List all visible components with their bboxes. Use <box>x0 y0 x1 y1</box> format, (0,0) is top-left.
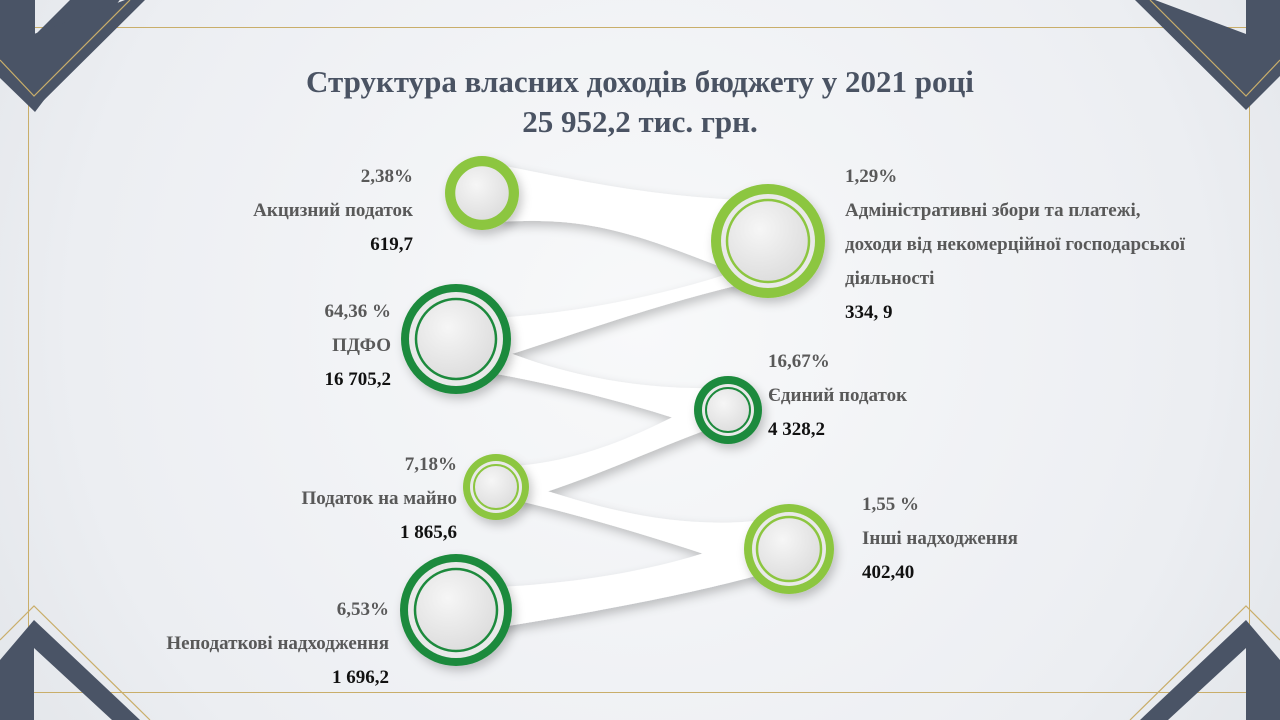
gold-frame <box>28 27 1250 693</box>
circle-pdfo <box>401 284 511 394</box>
circle-nepodatkovi <box>400 554 512 666</box>
label-maino: 7,18% Податок на майно 1 865,6 <box>301 448 457 550</box>
name: Інші надходження <box>862 528 1018 549</box>
name-line3: діяльності <box>845 268 935 289</box>
title-line1: Структура власних доходів бюджету у 2021… <box>306 64 974 99</box>
circle-yedynyi <box>694 376 762 444</box>
title-line2: 25 952,2 тис. грн. <box>522 104 758 139</box>
value: 1 696,2 <box>332 667 389 688</box>
pct: 2,38% <box>360 166 413 187</box>
label-administratyvni: 1,29% Адміністративні збори та платежі, … <box>845 160 1185 330</box>
label-akcyznyi: 2,38% Акцизний податок 619,7 <box>253 160 413 262</box>
label-nepodatkovi: 6,53% Неподаткові надходження 1 696,2 <box>166 593 389 695</box>
pct: 7,18% <box>404 454 457 475</box>
connectors <box>470 165 770 632</box>
name: Єдиний податок <box>768 385 908 406</box>
page-title: Структура власних доходів бюджету у 2021… <box>240 62 1040 142</box>
name: Податок на майно <box>301 488 457 509</box>
value: 4 328,2 <box>768 419 825 440</box>
value: 402,40 <box>862 562 915 583</box>
pct: 16,67% <box>768 351 830 372</box>
pct: 1,29% <box>845 166 898 187</box>
circle-akcyznyi <box>445 156 519 230</box>
name-line1: Адміністративні збори та платежі, <box>845 200 1141 221</box>
value: 334, 9 <box>845 302 893 323</box>
corner-chevron-bottom-left <box>0 620 140 720</box>
circle-inshi <box>744 504 834 594</box>
label-pdfo: 64,36 % ПДФО 16 705,2 <box>325 295 392 397</box>
pct: 1,55 % <box>862 494 919 515</box>
name-line2: доходи від некомерційної господарської <box>845 234 1186 255</box>
value: 619,7 <box>370 234 413 255</box>
label-inshi: 1,55 % Інші надходження 402,40 <box>862 488 1018 590</box>
pct: 64,36 % <box>324 301 392 322</box>
value: 1 865,6 <box>400 522 457 543</box>
name: ПДФО <box>332 335 391 356</box>
label-yedynyi: 16,67% Єдиний податок 4 328,2 <box>768 345 907 447</box>
corner-chevron-bottom-right <box>1140 620 1280 720</box>
circle-administratyvni <box>711 184 825 298</box>
name: Акцизний податок <box>253 200 413 221</box>
value: 16 705,2 <box>324 369 392 390</box>
name: Неподаткові надходження <box>166 633 389 654</box>
corner-chevron-top-right <box>1135 0 1280 110</box>
circle-maino <box>463 454 529 520</box>
pct: 6,53% <box>336 599 389 620</box>
corner-chevron-top-left <box>0 0 145 112</box>
